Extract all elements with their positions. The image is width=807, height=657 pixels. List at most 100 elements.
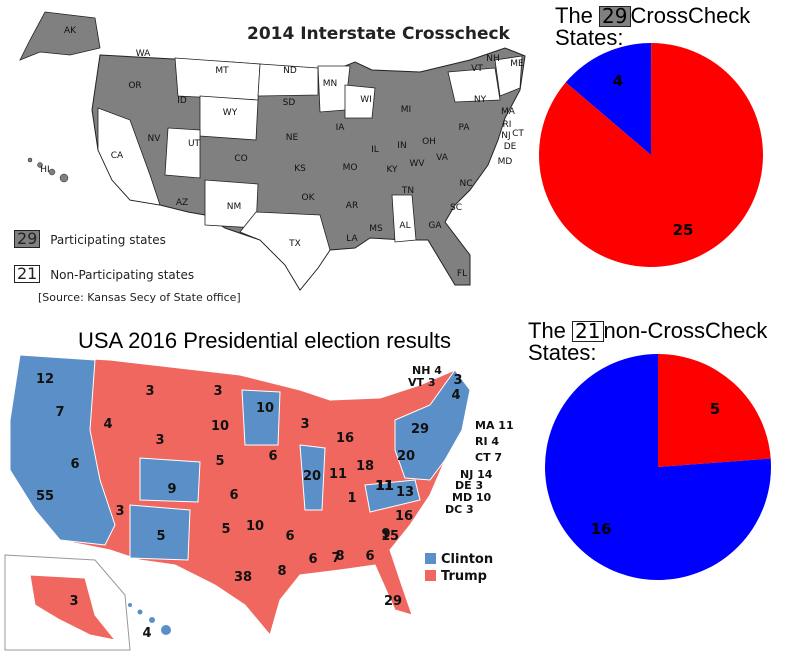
- state-ne-corner: [494, 55, 523, 97]
- pie-noncrosscheck-title: The 21 non-CrossCheck States:: [528, 318, 767, 365]
- ev-label: 11: [329, 467, 347, 482]
- state-label-ut: UT: [188, 139, 201, 149]
- state-label-mi: MI: [401, 105, 411, 115]
- ev-label: 18: [356, 459, 374, 474]
- legend-participating-count: 29: [14, 230, 41, 248]
- legend-nonparticipating-label: Non-Participating states: [50, 268, 195, 282]
- ev-label: 29: [411, 422, 429, 437]
- state-label-vt: VT: [471, 64, 483, 74]
- pie-crosscheck-title: The 29 CrossCheck States:: [555, 3, 750, 50]
- pie2-title-pre: The: [528, 318, 566, 343]
- ev-label: 4: [103, 417, 112, 432]
- state-ak-2016: [29, 574, 117, 641]
- ev-label: 20: [303, 469, 321, 484]
- pie-slice: [565, 43, 652, 156]
- state-label-wv: WV: [409, 159, 425, 169]
- ev-label: 6: [268, 449, 277, 464]
- legend-nonparticipating: 21 Non-Participating states: [14, 265, 194, 283]
- state-label-in: IN: [397, 141, 406, 151]
- pie-slice: [545, 354, 771, 580]
- pie-crosscheck: 4 25: [539, 43, 763, 267]
- state-label-ar: AR: [346, 201, 358, 211]
- ev-label: 3: [69, 594, 78, 609]
- ev-label: 9: [381, 527, 390, 542]
- ev-label: 13: [396, 485, 414, 500]
- ev-label: 10: [256, 401, 274, 416]
- pie-slice: [658, 354, 771, 467]
- state-label-nj: NJ: [501, 131, 510, 141]
- state-hi-2016: [128, 603, 171, 635]
- pie-slice-label: 4: [613, 72, 623, 90]
- ev-label: 6: [308, 552, 317, 567]
- us-outline-2016: [9, 354, 471, 637]
- state-label-ne: NE: [286, 133, 299, 143]
- inset-frame: [4, 554, 131, 651]
- side-label: RI 4: [475, 435, 499, 448]
- side-label: DC 3: [445, 503, 474, 516]
- ev-label: 3: [145, 384, 154, 399]
- legend-nonparticipating-count: 21: [14, 265, 41, 283]
- ev-label: 20: [397, 449, 415, 464]
- ev-label: 55: [36, 489, 54, 504]
- state-tx: [239, 211, 331, 291]
- pie2-title-line2: States:: [528, 340, 597, 365]
- ev-label: 9: [167, 482, 176, 497]
- pie1-title-pre: The: [555, 3, 593, 28]
- ev-label: 38: [234, 570, 252, 585]
- ev-label: 29: [384, 594, 402, 609]
- legend-participating: 29 Participating states: [14, 230, 166, 248]
- state-label-ga: GA: [428, 221, 442, 231]
- state-wy: [199, 95, 259, 141]
- ev-label: 4: [451, 388, 460, 403]
- ev-label: 5: [221, 522, 230, 537]
- side-label: VT 3: [408, 376, 436, 389]
- ev-label: 16: [336, 431, 354, 446]
- state-label-tn: TN: [401, 186, 414, 196]
- ev-label: 5: [215, 454, 224, 469]
- state-label-ma: MA: [501, 107, 516, 117]
- state-label-sd: SD: [283, 98, 296, 108]
- pie1-title-line2: States:: [555, 25, 624, 50]
- ev-label: 15: [381, 529, 399, 544]
- pie2-title-count: 21: [572, 321, 604, 342]
- side-label: CT 7: [475, 451, 502, 464]
- state-wi: [344, 84, 376, 119]
- clinton-va: [364, 479, 421, 513]
- legend-label-trump: Trump: [441, 569, 487, 584]
- clinton-co: [139, 457, 201, 503]
- state-label-wy: WY: [223, 108, 238, 118]
- state-ut: [164, 127, 201, 179]
- state-label-nm: NM: [227, 202, 242, 212]
- ev-label: 3: [115, 504, 124, 519]
- ev-label: 7: [331, 551, 340, 566]
- state-label-me: ME: [510, 59, 524, 69]
- state-label-wi: WI: [360, 95, 372, 105]
- state-label-ky: KY: [386, 165, 398, 175]
- side-label: MD 10: [452, 491, 492, 504]
- state-label-il: IL: [371, 145, 379, 155]
- side-label: NJ 14: [460, 468, 493, 481]
- ev-label: 6: [229, 488, 238, 503]
- state-label-ms: MS: [369, 224, 383, 234]
- map-source: [Source: Kansas Secy of State office]: [38, 291, 241, 304]
- state-label-or: OR: [128, 81, 141, 91]
- pie-slice: [539, 43, 763, 267]
- state-nd: [257, 63, 319, 97]
- ev-label: 6: [285, 529, 294, 544]
- state-label-mt: MT: [215, 66, 229, 76]
- state-label-ca: CA: [111, 151, 124, 161]
- legend-swatch-clinton: [425, 553, 436, 564]
- pie1-title-count: 29: [599, 6, 631, 27]
- clinton-il: [299, 444, 326, 511]
- ev-label: 8: [277, 564, 286, 579]
- side-label: MA 11: [475, 419, 514, 432]
- legend-participating-label: Participating states: [50, 233, 166, 247]
- map-2014-title: 2014 Interstate Crosscheck: [247, 24, 510, 44]
- state-hi: [27, 157, 69, 183]
- legend-label-clinton: Clinton: [441, 552, 493, 567]
- state-label-nd: ND: [283, 66, 297, 76]
- clinton-northeast: [394, 369, 471, 481]
